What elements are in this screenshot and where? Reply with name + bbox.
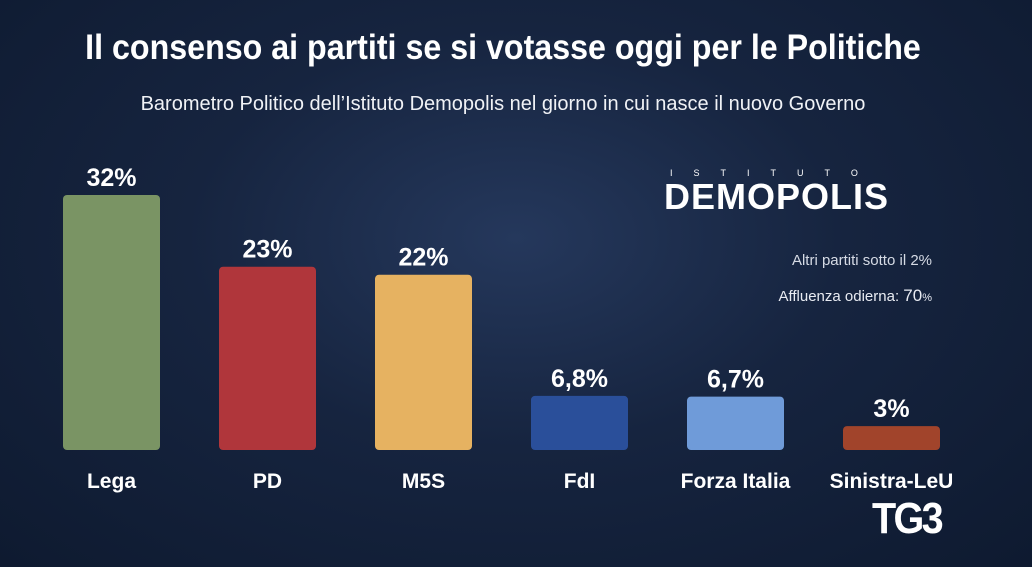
value-label: 6,7% <box>707 366 764 394</box>
chart-subtitle: Barometro Politico dell’Istituto Demopol… <box>140 93 866 115</box>
tg3-logo: TG3 <box>872 494 944 543</box>
bar-lega <box>63 195 160 450</box>
category-label: Forza Italia <box>681 470 791 493</box>
value-label: 23% <box>242 236 292 264</box>
value-label: 3% <box>873 395 909 423</box>
category-label: Lega <box>87 470 136 493</box>
affluenza-value: 70 <box>903 286 923 305</box>
category-label: Sinistra-LeU <box>830 470 954 493</box>
affluenza-note: Affluenza odierna: 70% <box>778 286 932 306</box>
logo-main-text: DEMOPOLIS <box>664 176 890 217</box>
bar-m5s <box>375 274 472 450</box>
logo-top-text: ISTITUTO <box>670 168 879 178</box>
bar-sinistra-leu <box>843 426 940 450</box>
chart-title: Il consenso ai partiti se si votasse ogg… <box>85 28 921 67</box>
value-label: 6,8% <box>551 365 608 393</box>
demopolis-logo: ISTITUTO DEMOPOLIS <box>664 168 936 220</box>
value-label: 22% <box>398 244 448 272</box>
affluenza-pct: % <box>922 292 932 304</box>
value-label: 32% <box>86 164 136 192</box>
bar-forza-italia <box>687 396 784 450</box>
category-label: M5S <box>402 470 445 493</box>
category-label: FdI <box>564 470 596 493</box>
bar-pd <box>219 266 316 450</box>
bar-fdi <box>531 395 628 450</box>
altri-partiti-note: Altri partiti sotto il 2% <box>791 252 932 269</box>
affluenza-label: Affluenza odierna: <box>778 288 900 305</box>
category-label: PD <box>253 470 282 493</box>
